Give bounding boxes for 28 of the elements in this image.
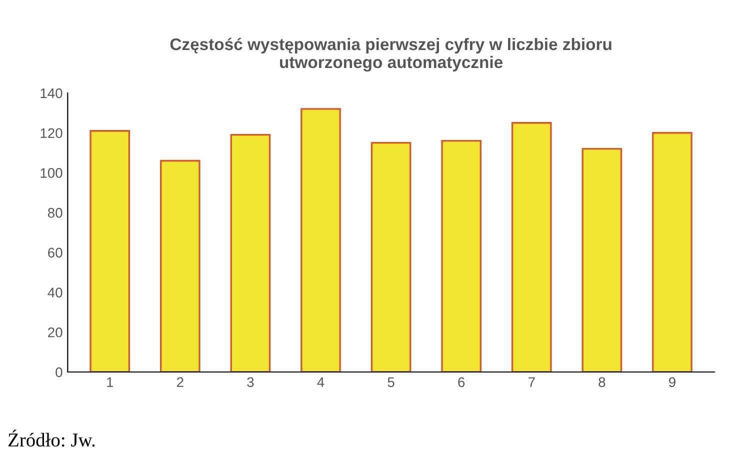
bar	[370, 142, 412, 372]
y-tick-label: 0	[56, 367, 62, 378]
bar	[90, 130, 130, 372]
y-tick-label: 140	[40, 88, 62, 98]
y-tick-label: 60	[48, 248, 62, 258]
y-tick-label: 100	[40, 168, 62, 178]
y-tick-label: 40	[48, 288, 62, 298]
x-tick-label: 5	[388, 377, 394, 388]
x-tick-label: 9	[669, 377, 676, 388]
chart-title: Częstość występowania pierwszej cyfry w liczbie zbioru utworzonego automatycznie	[170, 38, 612, 72]
x-tick-label: 6	[458, 377, 465, 388]
x-tick-label: 3	[247, 377, 254, 388]
x-tick-label: 2	[176, 377, 184, 387]
bar	[511, 122, 552, 372]
y-tick-label: 20	[48, 327, 62, 338]
bar	[652, 132, 692, 372]
x-tick-label: 8	[598, 377, 606, 388]
bar	[300, 108, 341, 372]
x-tick-label: 7	[528, 377, 535, 387]
bar	[441, 140, 482, 372]
bar	[582, 148, 622, 372]
y-tick-label: 120	[40, 128, 62, 138]
x-tick-label: 1	[107, 377, 114, 387]
x-tick-label: 4	[317, 377, 324, 387]
text: Źródło: Jw.	[8, 430, 95, 447]
bar	[160, 160, 200, 372]
bar	[230, 134, 271, 372]
y-tick-label: 80	[48, 208, 62, 218]
